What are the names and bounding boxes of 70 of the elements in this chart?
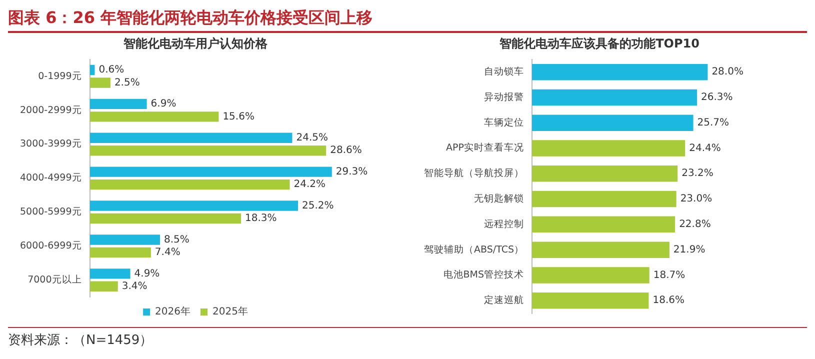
y-tick-label: 车辆定位 [484,116,524,128]
y-tick-label: 异动报警 [484,90,524,103]
bar [90,132,292,143]
bar [90,281,118,292]
data-label: 24.5% [296,132,328,144]
bar [90,78,110,88]
y-tick-label: 电池BMS管控技术 [443,268,524,281]
data-label: 25.2% [302,200,334,212]
y-tick-label: 4000-4999元 [20,172,82,184]
y-tick-label: APP实时查看车况 [446,142,524,154]
data-label: 0.6% [98,64,124,76]
bar [90,213,241,224]
data-label: 3.4% [122,280,148,292]
bar [90,166,332,177]
bar [90,112,219,122]
data-label: 4.9% [134,268,160,280]
bar [90,146,326,156]
chart-title: 智能化电动车应该具备的功能TOP10 [498,36,700,50]
y-tick-label: 无钥匙解锁 [474,194,524,205]
bar [90,268,130,279]
bar [532,190,676,208]
data-label: 28.6% [330,145,362,156]
y-tick-label: 3000-3999元 [20,138,82,150]
bar [532,166,678,182]
legend-label: 2025年 [212,306,248,318]
bar [90,200,298,211]
data-label: 24.4% [689,142,721,154]
data-label: 15.6% [222,111,254,122]
data-label: 18.7% [653,270,686,281]
data-label: 7.4% [154,247,180,258]
data-label: 26.3% [701,92,733,104]
y-tick-label: 远程控制 [484,218,524,230]
data-label: 18.3% [245,213,277,224]
data-label: 22.8% [679,219,711,230]
y-tick-label: 2000-2999元 [20,104,82,116]
bar [532,89,698,106]
y-tick-label: 自动锁车 [484,66,524,78]
bar [90,234,160,245]
y-tick-label: 6000-6999元 [20,240,82,252]
data-label: 2.5% [114,77,140,88]
chart-title: 智能化电动车用户认知价格 [122,36,268,50]
bar [532,140,686,156]
y-tick-label: 5000-5999元 [20,206,82,218]
bar [532,267,650,284]
bar [532,292,649,309]
bar [90,179,290,190]
data-label: 8.5% [164,234,190,246]
bar [90,98,147,110]
data-label: 23.2% [682,168,714,180]
text: 资料来源：（N=1459） [8,327,807,349]
y-tick-label: 0-1999元 [38,70,82,82]
data-label: 29.3% [336,166,368,178]
data-label: 21.9% [673,244,706,256]
bar [90,247,151,258]
y-tick-label: 定速巡航 [484,294,524,306]
y-tick-label: 驾驶辅助（ABS/TCS） [424,243,524,256]
y-tick-label: 智能导航（导航投屏） [424,167,524,180]
data-label: 18.6% [652,295,684,306]
data-label: 24.2% [294,179,326,190]
bar [532,242,670,258]
legend-label: 2026年 [155,306,191,318]
data-label: 25.7% [697,117,730,128]
data-label: 6.9% [150,98,176,110]
bar [532,216,676,233]
bar [532,64,708,80]
data-label: 28.0% [712,66,744,78]
bar [532,114,694,131]
data-label: 23.0% [680,194,712,205]
text: 图表 6：26 年智能化两轮电动车价格接受区间上移 [8,8,807,33]
y-tick-label: 7000元以上 [28,273,82,286]
